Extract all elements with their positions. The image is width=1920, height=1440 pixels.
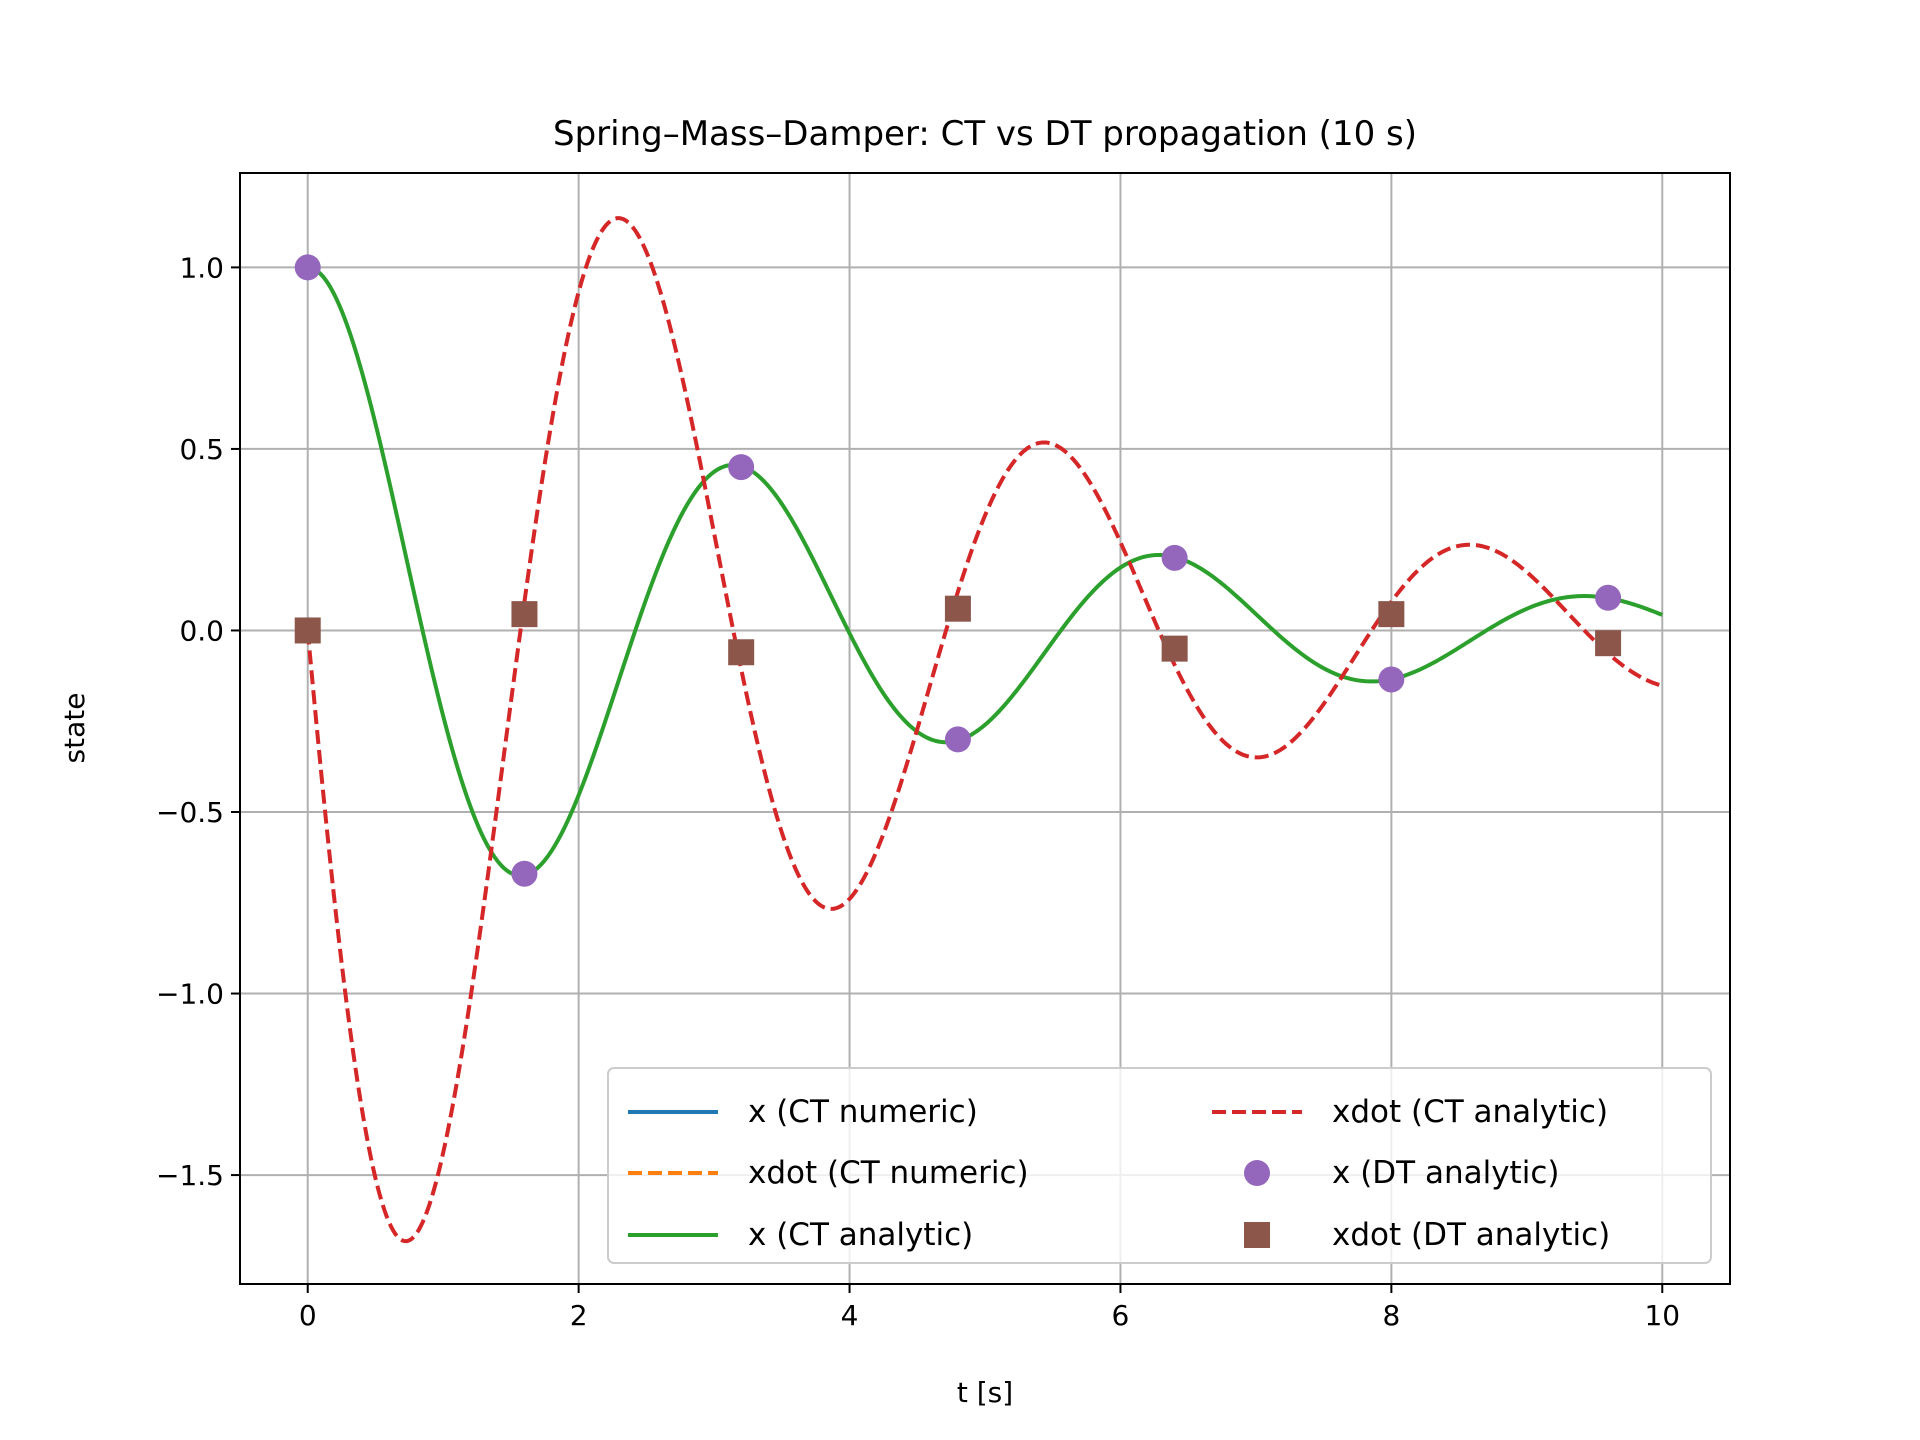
- data-point-x-dt-analytic: [728, 454, 755, 481]
- chart-title: Spring–Mass–Damper: CT vs DT propagation…: [553, 114, 1417, 154]
- legend-label: x (CT analytic): [748, 1217, 973, 1253]
- y-axis-ticks: 1.0 0.5 0.0 −0.5 −1.0 −1.5: [156, 251, 240, 1192]
- data-point-xdot-dt-analytic: [1161, 635, 1188, 662]
- legend-swatch: [1244, 1160, 1270, 1186]
- y-tick-label: −1.5: [156, 1159, 224, 1192]
- y-tick-label: 0.0: [179, 614, 224, 647]
- data-point-xdot-dt-analytic: [1378, 601, 1405, 628]
- data-point-xdot-dt-analytic: [511, 601, 538, 628]
- data-point-xdot-dt-analytic: [728, 639, 755, 666]
- plot-area: [294, 216, 1664, 1244]
- legend-item-x-ct-analytic: x (CT analytic): [628, 1217, 973, 1253]
- grid-lines: [240, 173, 1730, 1284]
- x-tick-label: 10: [1644, 1299, 1680, 1332]
- y-tick-label: −0.5: [156, 796, 224, 829]
- legend-label: xdot (DT analytic): [1332, 1217, 1610, 1253]
- legend-box: [607, 1067, 1712, 1264]
- x-tick-label: 2: [570, 1299, 588, 1332]
- legend: x (CT numeric) xdot (CT numeric) x (CT ana…: [607, 1067, 1712, 1264]
- legend-label: xdot (CT numeric): [748, 1155, 1029, 1191]
- x-axis-label: t [s]: [957, 1376, 1013, 1409]
- legend-item-x-ct-numeric: x (CT numeric): [628, 1094, 978, 1130]
- x-tick-label: 4: [841, 1299, 859, 1332]
- legend-item-x-dt-analytic: x (DT analytic): [1244, 1155, 1559, 1191]
- data-point-xdot-dt-analytic: [294, 617, 321, 644]
- data-point-x-dt-analytic: [1595, 584, 1622, 611]
- legend-item-xdot-dt-analytic: xdot (DT analytic): [1244, 1217, 1610, 1253]
- legend-label: x (CT numeric): [748, 1094, 978, 1130]
- series-line-xdot-ct-analytic: [305, 216, 1663, 1244]
- x-axis-ticks: 0 2 4 6 8 10: [299, 1284, 1680, 1332]
- data-point-xdot-dt-analytic: [944, 595, 971, 622]
- data-point-x-dt-analytic: [294, 254, 321, 281]
- legend-label: x (DT analytic): [1332, 1155, 1559, 1191]
- data-point-x-dt-analytic: [511, 860, 538, 887]
- legend-label: xdot (CT analytic): [1332, 1094, 1608, 1130]
- data-point-x-dt-analytic: [1378, 666, 1405, 693]
- y-axis-label: state: [58, 693, 91, 764]
- legend-item-xdot-ct-numeric: xdot (CT numeric): [628, 1155, 1029, 1191]
- x-tick-label: 6: [1112, 1299, 1130, 1332]
- legend-item-xdot-ct-analytic: xdot (CT analytic): [1212, 1094, 1608, 1130]
- y-tick-label: −1.0: [156, 978, 224, 1011]
- x-tick-label: 0: [299, 1299, 317, 1332]
- legend-swatch: [1244, 1222, 1270, 1248]
- axes-frame: [239, 172, 1731, 1285]
- x-tick-label: 8: [1382, 1299, 1400, 1332]
- data-point-xdot-dt-analytic: [1595, 630, 1622, 657]
- data-point-x-dt-analytic: [1161, 544, 1188, 571]
- y-tick-label: 0.5: [179, 433, 224, 466]
- data-point-x-dt-analytic: [944, 726, 971, 753]
- y-tick-label: 1.0: [179, 251, 224, 284]
